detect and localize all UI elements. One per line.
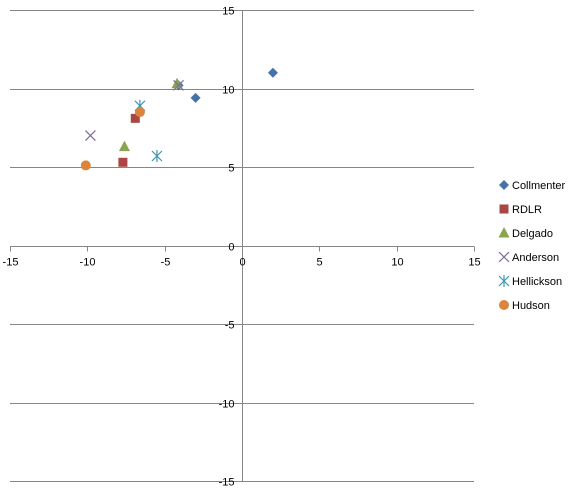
legend-item-anderson: Anderson [498, 251, 559, 264]
data-point-delgado [118, 140, 130, 152]
legend-marker [498, 275, 510, 287]
y-tick-label: -5 [225, 320, 235, 332]
y-tick-label: 10 [222, 85, 234, 97]
data-point-hellickson [151, 150, 163, 163]
legend-label: Collmenter [512, 180, 566, 192]
legend-label: Hellickson [512, 276, 562, 288]
legend-item-delgado: Delgado [498, 227, 553, 240]
legend-marker [499, 300, 509, 310]
y-tick-label: 5 [228, 163, 234, 175]
legend-marker [498, 227, 510, 238]
legend: Collmenter RDLR Delgado Anderson Hellickson H… [498, 180, 566, 312]
y-tick-label: -15 [219, 477, 235, 489]
legend-label: RDLR [512, 204, 542, 216]
legend-label: Hudson [512, 300, 550, 312]
legend-item-collmenter: Collmenter [499, 180, 566, 192]
legend-item-hellickson: Hellickson [498, 275, 562, 288]
legend-label: Anderson [512, 252, 559, 264]
y-tick-label: -10 [219, 399, 235, 411]
tick-labels: -15 -10 -5 0 5 10 15 15 10 5 0 -5 -10 -15 [3, 6, 481, 489]
axes [10, 10, 475, 482]
data-point-collmenter [267, 67, 278, 78]
legend-item-hudson: Hudson [499, 300, 550, 312]
x-tick-label: 15 [468, 257, 480, 269]
legend-item-rdlr: RDLR [499, 204, 542, 216]
data-points [80, 67, 278, 171]
legend-marker [498, 251, 510, 263]
data-point-anderson [173, 79, 185, 91]
legend-label: Delgado [512, 228, 553, 240]
x-tick-label: -15 [3, 257, 19, 269]
x-tick-label: 10 [391, 257, 403, 269]
data-point-collmenter [190, 92, 201, 103]
y-tick-label: 0 [228, 242, 234, 254]
legend-marker [499, 180, 509, 190]
legend-marker [499, 204, 509, 214]
data-point-rdlr [130, 113, 140, 123]
x-tick-label: -5 [161, 257, 171, 269]
data-point-hudson [134, 107, 145, 118]
x-tick-label: -10 [80, 257, 96, 269]
data-point-hudson [80, 160, 91, 171]
x-tick-label: 0 [239, 257, 245, 269]
data-point-rdlr [118, 157, 128, 167]
y-tick-label: 15 [222, 6, 234, 18]
x-tick-label: 5 [316, 257, 322, 269]
data-point-anderson [85, 130, 96, 142]
